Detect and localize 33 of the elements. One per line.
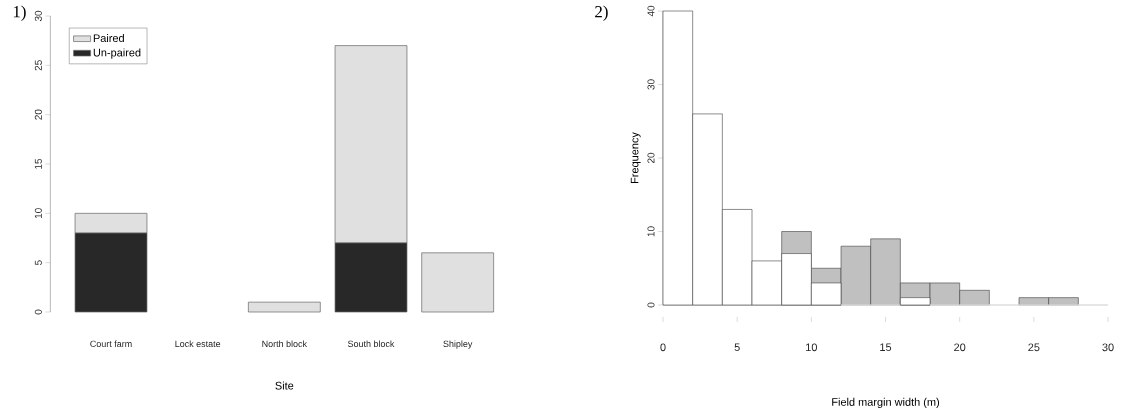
x-tick-label: Court farm	[90, 340, 132, 348]
bar	[248, 301, 321, 313]
y-tick-label: 0	[647, 302, 655, 308]
y-tick-label: 25	[34, 60, 42, 71]
y-tick-label: 30	[34, 10, 42, 22]
y-tick-label: 10	[34, 208, 42, 219]
x-axis-title: Field margin width (m)	[832, 397, 940, 409]
y-tick-label: 15	[34, 158, 42, 169]
bar	[421, 252, 494, 313]
legend-label: Paired	[93, 34, 124, 43]
y-tick-label: 20	[647, 152, 655, 164]
y-tick-label: 10	[647, 226, 655, 237]
x-tick-label: 20	[954, 343, 966, 352]
y-tick-label: 0	[34, 309, 42, 315]
legend-label: Un-paired	[93, 48, 141, 59]
y-tick-label: 40	[647, 5, 655, 17]
text: 2)	[595, 5, 608, 21]
x-tick-label: 15	[880, 343, 892, 352]
y-tick-label: 5	[34, 260, 42, 266]
text: 1)	[13, 5, 26, 21]
x-tick-label: North block	[262, 340, 308, 348]
x-tick-label: 5	[734, 343, 740, 352]
y-axis-title: Frequency	[630, 132, 641, 183]
x-tick-label: 0	[660, 343, 666, 352]
x-tick-label: Lock estate	[175, 340, 221, 348]
y-tick-label: 20	[34, 109, 42, 120]
x-tick-label: 30	[1102, 343, 1114, 352]
y-tick-label: 30	[647, 79, 655, 90]
x-tick-label: South block	[347, 340, 395, 348]
x-tick-label: 10	[806, 343, 817, 352]
x-tick-label: Shipley	[443, 340, 473, 349]
x-axis-title: Site	[275, 381, 294, 390]
x-tick-label: 25	[1028, 343, 1040, 352]
